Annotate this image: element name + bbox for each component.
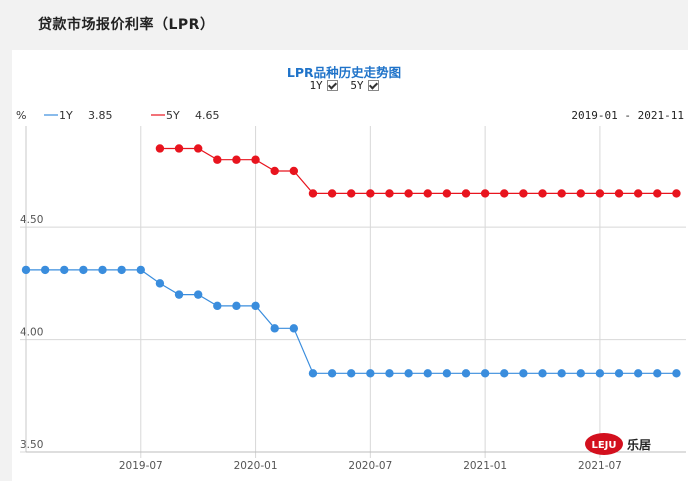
data-point-5y[interactable] xyxy=(174,144,184,153)
data-point-5y[interactable] xyxy=(347,189,356,198)
y-unit-label: % xyxy=(16,109,26,122)
series-line-1y xyxy=(26,269,677,374)
data-point-1y[interactable] xyxy=(60,265,69,275)
data-point-5y[interactable] xyxy=(576,189,585,198)
data-point-1y[interactable] xyxy=(308,369,318,378)
data-point-5y[interactable] xyxy=(423,189,432,198)
data-point-5y[interactable] xyxy=(595,189,605,198)
legend-label-5y: 5Y xyxy=(166,109,180,122)
data-point-1y[interactable] xyxy=(289,324,299,333)
data-point-5y[interactable] xyxy=(461,189,471,198)
data-point-1y[interactable] xyxy=(40,265,50,275)
series-line-5y xyxy=(159,147,677,194)
data-point-1y[interactable] xyxy=(232,301,241,311)
data-point-1y[interactable] xyxy=(461,369,471,378)
data-point-5y[interactable] xyxy=(557,189,566,198)
data-point-1y[interactable] xyxy=(347,369,356,378)
data-point-5y[interactable] xyxy=(442,189,452,198)
toggle-1y[interactable]: 1Y xyxy=(309,79,338,92)
y-tick-label: 4.00 xyxy=(20,327,43,339)
data-point-1y[interactable] xyxy=(385,369,394,378)
data-point-5y[interactable] xyxy=(289,166,299,176)
data-point-1y[interactable] xyxy=(213,301,222,311)
legend-value-1y: 3.85 xyxy=(88,109,113,122)
x-tick-label: 2019-07 xyxy=(119,460,163,472)
legend-label-1y: 1Y xyxy=(59,109,73,122)
data-point-1y[interactable] xyxy=(672,369,681,378)
date-range: 2019-01 - 2021-11 xyxy=(571,109,684,122)
data-point-5y[interactable] xyxy=(251,155,260,164)
data-point-1y[interactable] xyxy=(423,369,432,378)
data-point-5y[interactable] xyxy=(500,189,509,198)
x-tick-label: 2020-07 xyxy=(348,460,392,472)
data-point-1y[interactable] xyxy=(576,369,585,378)
toggle-5y-checkbox[interactable] xyxy=(367,80,379,91)
data-point-1y[interactable] xyxy=(595,369,605,378)
data-point-1y[interactable] xyxy=(21,265,31,275)
data-point-1y[interactable] xyxy=(270,324,279,333)
chart-panel xyxy=(12,50,688,481)
legend-value-5y: 4.65 xyxy=(195,109,220,122)
x-tick-label: 2021-07 xyxy=(578,460,622,472)
data-point-1y[interactable] xyxy=(557,369,566,378)
data-point-1y[interactable] xyxy=(480,369,490,378)
y-tick-label: 3.50 xyxy=(20,439,43,451)
data-point-1y[interactable] xyxy=(366,369,375,378)
chart-title: LPR品种历史走势图 xyxy=(286,65,402,80)
data-point-1y[interactable] xyxy=(117,265,126,275)
leju-logo: LEJU 乐居 xyxy=(585,433,651,455)
data-point-5y[interactable] xyxy=(404,189,413,198)
data-point-1y[interactable] xyxy=(327,369,337,378)
page-title: 贷款市场报价利率（LPR） xyxy=(38,17,215,33)
data-point-5y[interactable] xyxy=(538,189,547,198)
title-bar: 贷款市场报价利率（LPR） xyxy=(0,0,688,40)
data-point-5y[interactable] xyxy=(232,155,241,164)
x-tick-label: 2021-01 xyxy=(463,460,507,472)
y-tick-label: 4.50 xyxy=(20,214,43,226)
data-point-1y[interactable] xyxy=(174,290,184,299)
data-point-1y[interactable] xyxy=(136,265,145,275)
data-point-5y[interactable] xyxy=(270,166,279,176)
data-point-1y[interactable] xyxy=(653,369,662,378)
logo-badge xyxy=(585,433,623,455)
toggle-5y[interactable]: 5Y xyxy=(350,79,379,92)
data-point-1y[interactable] xyxy=(155,279,165,288)
x-tick-label: 2020-01 xyxy=(234,460,278,472)
data-point-1y[interactable] xyxy=(614,369,624,378)
data-point-1y[interactable] xyxy=(98,265,107,275)
data-point-1y[interactable] xyxy=(538,369,547,378)
data-point-1y[interactable] xyxy=(519,369,528,378)
data-point-1y[interactable] xyxy=(500,369,509,378)
data-point-5y[interactable] xyxy=(327,189,337,198)
data-point-5y[interactable] xyxy=(193,144,203,153)
toggle-5y-label: 5Y xyxy=(350,79,364,92)
data-point-1y[interactable] xyxy=(251,301,260,311)
series-toggles: 1Y 5Y xyxy=(0,79,688,92)
data-point-5y[interactable] xyxy=(155,144,165,153)
data-point-5y[interactable] xyxy=(672,189,681,198)
data-point-1y[interactable] xyxy=(79,265,88,275)
data-point-1y[interactable] xyxy=(404,369,413,378)
data-point-5y[interactable] xyxy=(213,155,222,164)
data-point-5y[interactable] xyxy=(653,189,662,198)
data-point-1y[interactable] xyxy=(633,369,643,378)
data-point-5y[interactable] xyxy=(385,189,394,198)
data-point-5y[interactable] xyxy=(480,189,490,198)
data-point-1y[interactable] xyxy=(442,369,452,378)
data-point-5y[interactable] xyxy=(519,189,528,198)
data-point-5y[interactable] xyxy=(308,189,318,198)
logo-badge-text: LEJU xyxy=(591,440,616,451)
data-point-1y[interactable] xyxy=(193,290,203,299)
data-point-5y[interactable] xyxy=(366,189,375,198)
toggle-1y-label: 1Y xyxy=(309,79,323,92)
logo-text: 乐居 xyxy=(627,437,651,452)
toggle-1y-checkbox[interactable] xyxy=(326,80,338,91)
data-point-5y[interactable] xyxy=(633,189,643,198)
data-point-5y[interactable] xyxy=(614,189,624,198)
